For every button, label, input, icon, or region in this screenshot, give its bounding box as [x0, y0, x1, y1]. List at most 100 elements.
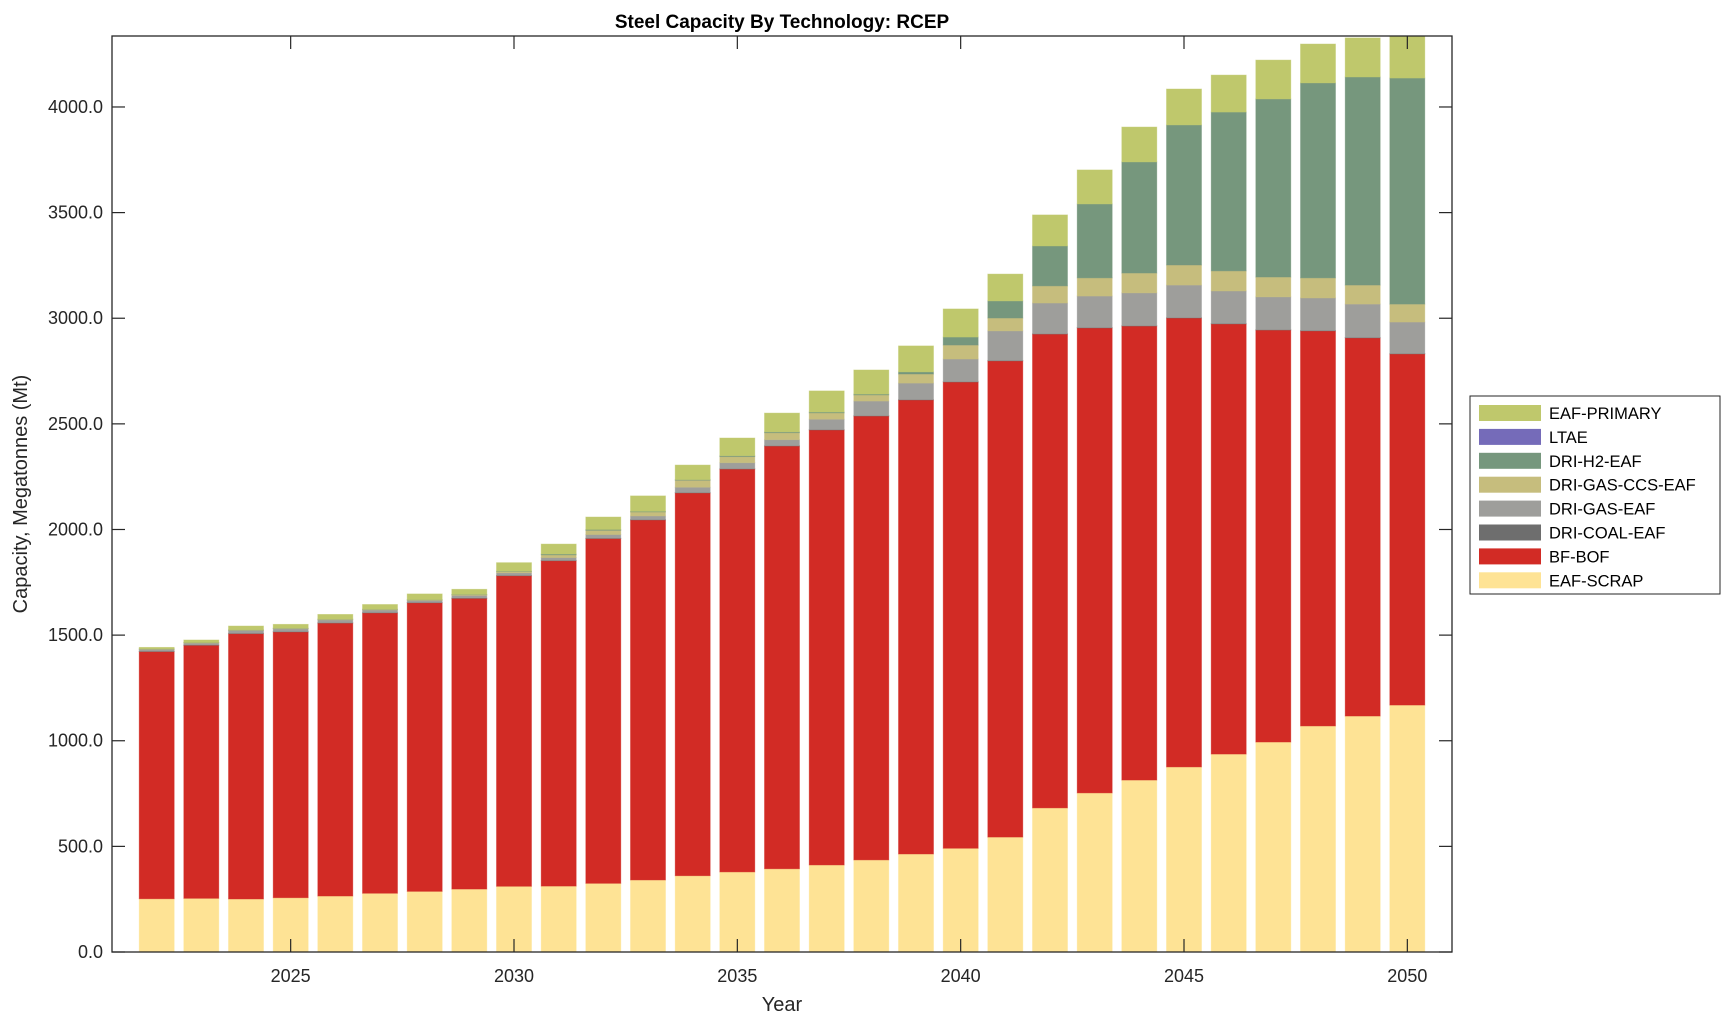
legend-label-eaf-scrap: EAF-SCRAP	[1549, 572, 1643, 590]
legend-label-dri-coal-eaf: DRI-COAL-EAF	[1549, 525, 1665, 543]
bar-segment-bf-bof-2033	[630, 519, 666, 881]
bar-segment-bf-bof-2047	[1255, 329, 1292, 743]
bar-segment-eaf-primary-2036	[764, 412, 800, 433]
legend: EAF-PRIMARY LTAE DRI-H2-EAF DRI-GAS-CCS-EAF…	[1469, 395, 1721, 595]
bar-segment-bf-bof-2026	[317, 622, 354, 897]
bar-segment-dri-h2-eaf-2049	[1344, 76, 1381, 286]
bar-segment-eaf-primary-2035	[719, 437, 756, 457]
bar-segment-eaf-primary-2039	[898, 345, 934, 373]
legend-label-ltae: LTAE	[1549, 429, 1588, 447]
bar-segment-dri-gas-ccs-eaf-2040	[942, 344, 979, 360]
axes-box	[111, 35, 1453, 953]
y-tick-label: 2500.0	[48, 414, 103, 434]
bar-segment-eaf-scrap-2042	[1032, 807, 1068, 952]
bar-segment-dri-gas-eaf-2049	[1344, 303, 1381, 338]
bar-segment-eaf-primary-2045	[1166, 88, 1202, 126]
bar-segment-dri-gas-eaf-2043	[1076, 295, 1113, 328]
bar-segment-eaf-scrap-2047	[1255, 741, 1292, 952]
bar-segment-dri-gas-ccs-eaf-2039	[898, 373, 934, 384]
bar-segment-eaf-primary-2033	[630, 495, 666, 512]
bar-segment-eaf-primary-2030	[496, 562, 532, 572]
bar-segment-dri-gas-eaf-2042	[1032, 302, 1068, 335]
bar-segment-dri-gas-eaf-2035	[719, 462, 756, 470]
y-tick-label: 1500.0	[48, 625, 103, 645]
legend-label-dri-gas-eaf: DRI-GAS-EAF	[1549, 501, 1655, 519]
legend-swatch-eaf-primary	[1479, 405, 1541, 421]
bar-segment-eaf-scrap-2039	[898, 853, 934, 952]
legend-label-eaf-primary: EAF-PRIMARY	[1549, 405, 1661, 423]
bar-segment-eaf-scrap-2038	[853, 859, 890, 952]
bar-segment-dri-gas-eaf-2045	[1166, 284, 1202, 319]
bar-segment-bf-bof-2022	[138, 651, 175, 900]
legend-label-dri-h2-eaf: DRI-H2-EAF	[1549, 453, 1642, 471]
bar-segment-dri-gas-eaf-2041	[987, 330, 1024, 361]
y-tick-label: 2000.0	[48, 519, 103, 539]
legend-swatch-dri-coal-eaf	[1479, 524, 1541, 541]
bar-segment-dri-gas-eaf-2050	[1389, 321, 1426, 354]
legend-swatch-dri-gas-eaf	[1479, 500, 1541, 517]
bar-segment-bf-bof-2034	[674, 492, 711, 877]
bar-segment-dri-gas-eaf-2044	[1121, 292, 1158, 327]
bar-segment-dri-gas-ccs-eaf-2042	[1032, 285, 1068, 304]
bar-segment-eaf-scrap-2026	[317, 895, 354, 952]
bar-segment-dri-h2-eaf-2046	[1210, 111, 1247, 272]
bar-segment-dri-gas-ccs-eaf-2036	[764, 432, 800, 441]
legend-swatch-eaf-scrap	[1479, 572, 1541, 589]
bar-segment-eaf-scrap-2028	[406, 890, 443, 952]
bar-segment-bf-bof-2028	[406, 602, 443, 892]
bar-segment-bf-bof-2043	[1076, 327, 1113, 794]
x-tick-label: 2050	[1387, 966, 1427, 986]
bar-segment-bf-bof-2038	[853, 415, 890, 861]
bar-segment-dri-h2-eaf-2043	[1076, 203, 1113, 279]
legend-label-bf-bof: BF-BOF	[1549, 548, 1610, 566]
bar-segment-eaf-scrap-2050	[1389, 704, 1426, 952]
x-tick-label: 2030	[494, 966, 534, 986]
bar-segment-bf-bof-2050	[1389, 353, 1426, 706]
bar-segment-eaf-primary-2026	[317, 614, 354, 620]
bar-segment-eaf-scrap-2022	[138, 898, 175, 952]
bar-segment-dri-gas-ccs-eaf-2034	[674, 479, 711, 488]
bar-segment-dri-h2-eaf-2041	[987, 300, 1024, 319]
bar-segment-eaf-primary-2044	[1121, 126, 1158, 163]
bar-segment-eaf-scrap-2045	[1166, 766, 1202, 952]
bar-segment-bf-bof-2036	[764, 445, 800, 870]
legend-swatch-dri-gas-ccs-eaf	[1479, 476, 1541, 493]
bar-segment-bf-bof-2040	[942, 381, 979, 849]
bar-segment-dri-gas-eaf-2047	[1255, 296, 1292, 331]
bar-segment-dri-gas-eaf-2040	[942, 358, 979, 383]
bar-segment-bf-bof-2039	[898, 399, 934, 855]
y-tick-label: 3000.0	[48, 308, 103, 328]
bar-segment-bf-bof-2029	[451, 597, 488, 890]
ticks-group: 2025 2030 2035 2040 2045 2050 0.0 500.0 1000.0 15…	[48, 36, 1452, 986]
y-tick-label: 4000.0	[48, 97, 103, 117]
bar-segment-eaf-primary-2034	[674, 464, 711, 481]
bar-segment-eaf-primary-2028	[406, 593, 443, 601]
bar-segment-eaf-primary-2038	[853, 369, 890, 395]
bar-segment-bf-bof-2046	[1210, 323, 1247, 755]
bar-segment-eaf-scrap-2044	[1121, 779, 1158, 952]
bar-segment-dri-gas-ccs-eaf-2033	[630, 511, 666, 517]
bar-segment-bf-bof-2030	[496, 575, 532, 887]
bar-segment-dri-h2-eaf-2042	[1032, 245, 1068, 287]
bar-segment-eaf-scrap-2024	[228, 898, 264, 952]
bar-segment-eaf-scrap-2043	[1076, 792, 1113, 952]
bar-segment-dri-gas-eaf-2025	[272, 628, 309, 632]
bar-segment-eaf-primary-2024	[228, 625, 264, 631]
bar-segment-eaf-primary-2023	[183, 639, 220, 643]
bars-group	[138, 36, 1426, 952]
bar-segment-dri-gas-eaf-2032	[585, 534, 622, 539]
bar-segment-dri-gas-eaf-2024	[228, 630, 264, 634]
y-tick-label: 1000.0	[48, 731, 103, 751]
bar-segment-bf-bof-2027	[362, 612, 398, 894]
bar-segment-eaf-scrap-2037	[808, 864, 845, 952]
bar-segment-bf-bof-2037	[808, 429, 845, 866]
bar-segment-dri-gas-eaf-2033	[630, 515, 666, 520]
x-tick-label: 2025	[271, 966, 311, 986]
legend-swatch-bf-bof	[1479, 548, 1541, 565]
bar-segment-dri-gas-ccs-eaf-2041	[987, 317, 1024, 332]
bar-segment-bf-bof-2045	[1166, 317, 1202, 768]
bar-segment-dri-gas-eaf-2026	[317, 619, 354, 624]
x-tick-label: 2040	[941, 966, 981, 986]
bar-segment-eaf-scrap-2036	[764, 868, 800, 952]
bar-segment-dri-gas-ccs-eaf-2049	[1344, 284, 1381, 305]
